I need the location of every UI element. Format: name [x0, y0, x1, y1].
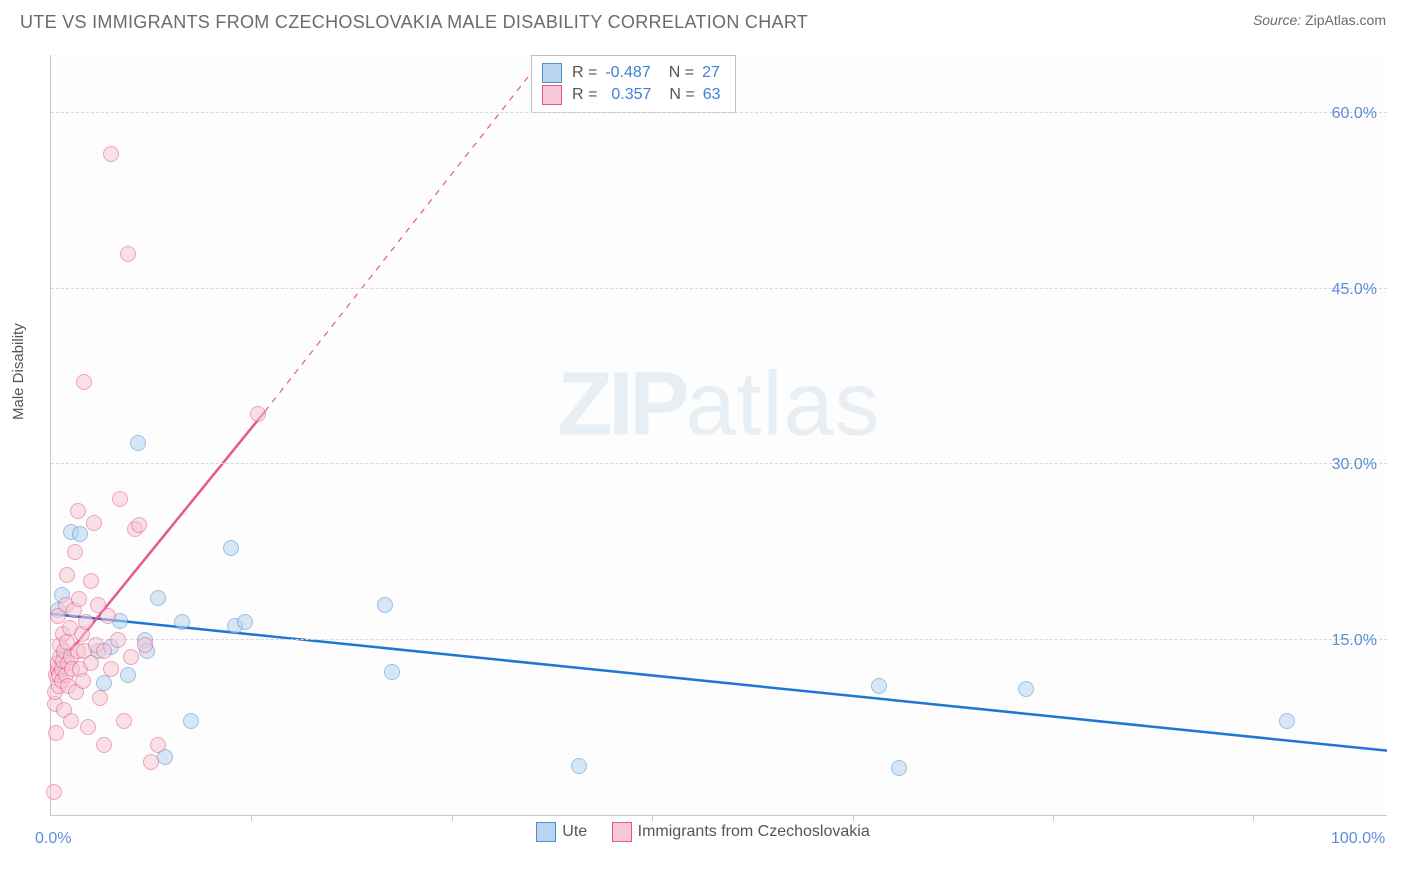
scatter-point-czech — [150, 737, 166, 753]
scatter-point-ute — [120, 667, 136, 683]
legend-item-czech: Immigrants from Czechoslovakia — [612, 822, 870, 842]
x-tick-mark — [452, 815, 453, 821]
scatter-point-ute — [150, 590, 166, 606]
scatter-point-czech — [96, 643, 112, 659]
scatter-point-ute — [96, 675, 112, 691]
swatch-ute — [542, 63, 562, 83]
scatter-point-czech — [131, 517, 147, 533]
scatter-point-ute — [223, 540, 239, 556]
chart-overlay — [51, 55, 1387, 815]
scatter-point-czech — [110, 632, 126, 648]
x-tick-mark — [652, 815, 653, 821]
scatter-point-ute — [571, 758, 587, 774]
stats-row-czech: R = 0.357 N = 63 — [542, 84, 721, 106]
gridline — [51, 288, 1387, 289]
scatter-point-ute — [871, 678, 887, 694]
scatter-point-ute — [72, 526, 88, 542]
n-label: N = — [669, 64, 694, 82]
watermark-bold: ZIP — [557, 354, 685, 454]
scatter-point-ute — [183, 713, 199, 729]
scatter-point-ute — [1018, 681, 1034, 697]
scatter-point-czech — [103, 661, 119, 677]
legend-label-czech: Immigrants from Czechoslovakia — [638, 823, 870, 841]
scatter-point-czech — [103, 146, 119, 162]
y-tick-label: 30.0% — [1332, 456, 1377, 474]
watermark-rest: atlas — [685, 354, 880, 454]
scatter-point-czech — [92, 690, 108, 706]
scatter-point-czech — [78, 614, 94, 630]
scatter-point-czech — [70, 503, 86, 519]
scatter-point-ute — [130, 435, 146, 451]
scatter-point-czech — [86, 515, 102, 531]
r-label: R = — [572, 64, 597, 82]
y-tick-label: 45.0% — [1332, 281, 1377, 299]
scatter-point-ute — [891, 760, 907, 776]
scatter-point-czech — [46, 784, 62, 800]
scatter-point-czech — [143, 754, 159, 770]
scatter-point-czech — [76, 374, 92, 390]
scatter-point-czech — [80, 719, 96, 735]
chart-title: UTE VS IMMIGRANTS FROM CZECHOSLOVAKIA MA… — [20, 12, 808, 32]
swatch-czech — [542, 85, 562, 105]
scatter-point-czech — [250, 406, 266, 422]
scatter-point-czech — [48, 725, 64, 741]
scatter-point-czech — [96, 737, 112, 753]
x-tick-mark — [251, 815, 252, 821]
scatter-point-czech — [75, 673, 91, 689]
swatch-ute — [536, 822, 556, 842]
scatter-point-ute — [237, 614, 253, 630]
scatter-point-czech — [67, 544, 83, 560]
source-credit: Source: ZipAtlas.com — [1253, 12, 1386, 28]
scatter-point-czech — [116, 713, 132, 729]
regression-line — [51, 614, 1387, 751]
scatter-plot: ZIPatlas R = -0.487 N = 27 R = 0.357 N =… — [50, 55, 1387, 816]
n-label: N = — [669, 86, 694, 104]
scatter-point-czech — [63, 713, 79, 729]
gridline — [51, 639, 1387, 640]
stats-row-ute: R = -0.487 N = 27 — [542, 62, 721, 84]
x-tick-label: 100.0% — [1331, 830, 1385, 848]
scatter-point-czech — [59, 567, 75, 583]
scatter-point-czech — [83, 573, 99, 589]
scatter-point-ute — [174, 614, 190, 630]
gridline — [51, 463, 1387, 464]
correlation-stats-legend: R = -0.487 N = 27 R = 0.357 N = 63 — [531, 55, 736, 113]
legend-item-ute: Ute — [536, 822, 587, 842]
scatter-point-ute — [1279, 713, 1295, 729]
legend-label-ute: Ute — [562, 823, 587, 841]
source-label: Source: — [1253, 12, 1301, 28]
regression-line — [265, 55, 546, 412]
scatter-point-czech — [83, 655, 99, 671]
scatter-point-ute — [384, 664, 400, 680]
watermark: ZIPatlas — [557, 353, 880, 456]
r-value-czech: 0.357 — [611, 86, 651, 104]
scatter-point-czech — [71, 591, 87, 607]
r-label: R = — [572, 86, 597, 104]
y-tick-label: 60.0% — [1332, 105, 1377, 123]
n-value-czech: 63 — [703, 86, 721, 104]
x-tick-mark — [853, 815, 854, 821]
y-axis-title: Male Disability — [10, 323, 27, 420]
x-tick-label: 0.0% — [35, 830, 71, 848]
scatter-point-czech — [123, 649, 139, 665]
r-value-ute: -0.487 — [605, 64, 650, 82]
scatter-point-czech — [137, 637, 153, 653]
n-value-ute: 27 — [702, 64, 720, 82]
scatter-point-czech — [120, 246, 136, 262]
x-tick-mark — [1253, 815, 1254, 821]
y-tick-label: 15.0% — [1332, 632, 1377, 650]
swatch-czech — [612, 822, 632, 842]
source-value: ZipAtlas.com — [1305, 12, 1386, 28]
scatter-point-ute — [377, 597, 393, 613]
series-legend: Ute Immigrants from Czechoslovakia — [0, 822, 1406, 888]
scatter-point-czech — [112, 491, 128, 507]
scatter-point-czech — [100, 608, 116, 624]
x-tick-mark — [1053, 815, 1054, 821]
gridline — [51, 112, 1387, 113]
